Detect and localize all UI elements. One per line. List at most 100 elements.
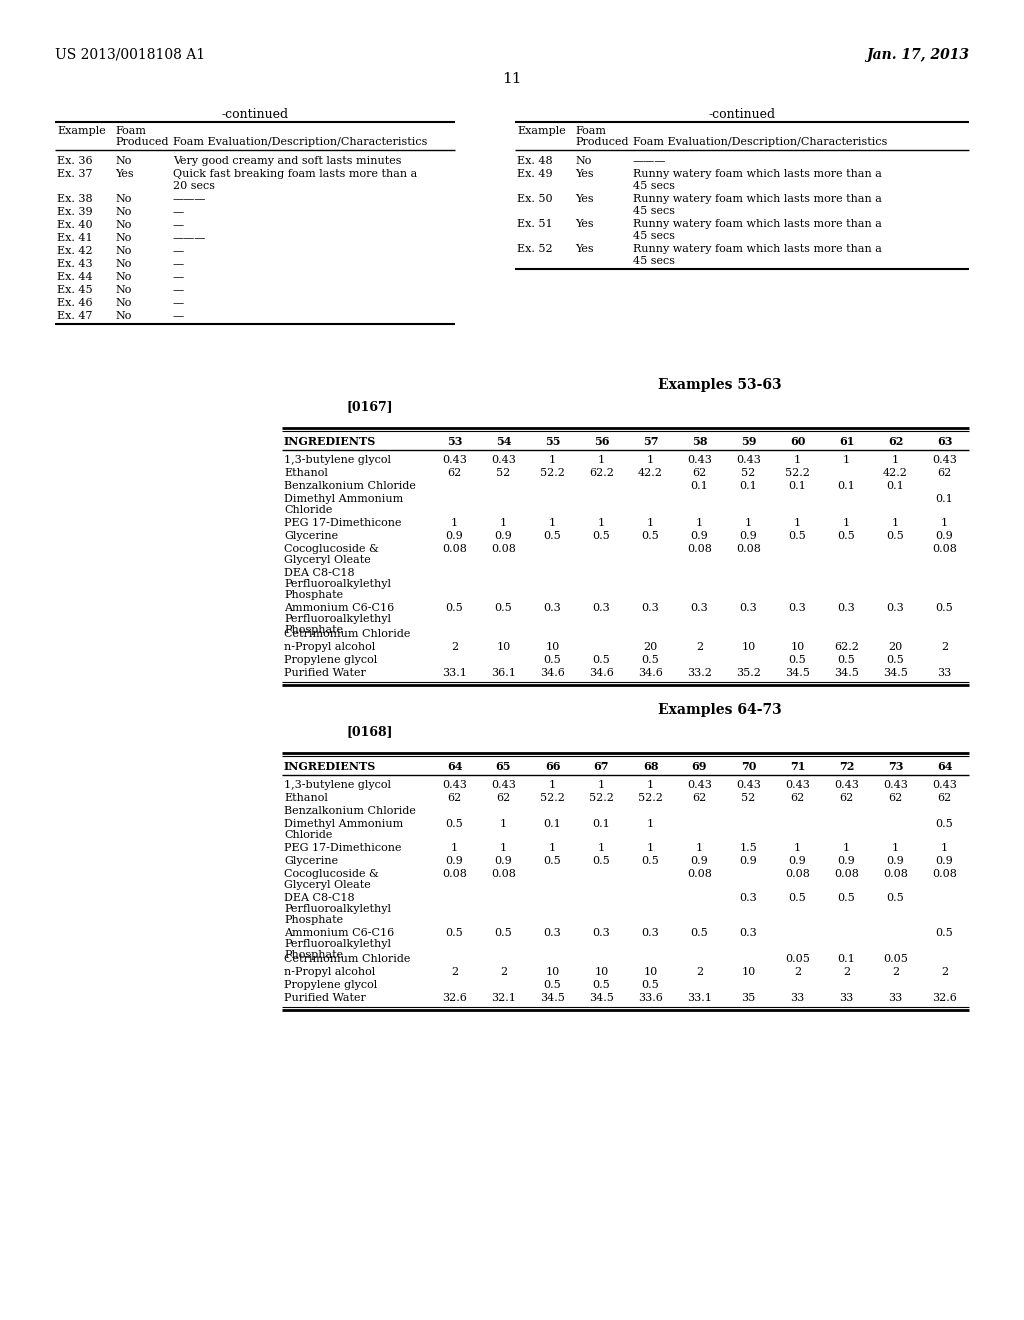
- Text: 0.3: 0.3: [642, 928, 659, 939]
- Text: —: —: [173, 246, 184, 256]
- Text: 62.2: 62.2: [835, 642, 859, 652]
- Text: 0.43: 0.43: [442, 780, 467, 789]
- Text: 65: 65: [496, 762, 511, 772]
- Text: 0.3: 0.3: [544, 928, 561, 939]
- Text: 0.08: 0.08: [835, 869, 859, 879]
- Text: Glyceryl Oleate: Glyceryl Oleate: [284, 554, 371, 565]
- Text: Phosphate: Phosphate: [284, 590, 343, 601]
- Text: Perfluoroalkylethyl: Perfluoroalkylethyl: [284, 614, 391, 624]
- Text: No: No: [115, 246, 131, 256]
- Text: 35.2: 35.2: [736, 668, 761, 678]
- Text: 1: 1: [549, 843, 556, 853]
- Text: 0.9: 0.9: [739, 855, 758, 866]
- Text: Ex. 47: Ex. 47: [57, 312, 92, 321]
- Text: Benzalkonium Chloride: Benzalkonium Chloride: [284, 480, 416, 491]
- Text: 34.6: 34.6: [540, 668, 565, 678]
- Text: 0.43: 0.43: [492, 780, 516, 789]
- Text: 73: 73: [888, 762, 903, 772]
- Text: 11: 11: [502, 73, 522, 86]
- Text: 0.9: 0.9: [887, 855, 904, 866]
- Text: 0.43: 0.43: [932, 780, 957, 789]
- Text: Runny watery foam which lasts more than a: Runny watery foam which lasts more than …: [633, 219, 882, 228]
- Text: 62: 62: [497, 793, 511, 803]
- Text: Cocoglucoside &: Cocoglucoside &: [284, 544, 379, 554]
- Text: 34.5: 34.5: [540, 993, 565, 1003]
- Text: Ex. 42: Ex. 42: [57, 246, 92, 256]
- Text: Ex. 44: Ex. 44: [57, 272, 92, 282]
- Text: Yes: Yes: [575, 219, 594, 228]
- Text: Phosphate: Phosphate: [284, 950, 343, 960]
- Text: 0.5: 0.5: [593, 531, 610, 541]
- Text: n-Propyl alcohol: n-Propyl alcohol: [284, 968, 375, 977]
- Text: 52: 52: [741, 469, 756, 478]
- Text: Dimethyl Ammonium: Dimethyl Ammonium: [284, 818, 403, 829]
- Text: 1: 1: [598, 843, 605, 853]
- Text: 0.9: 0.9: [739, 531, 758, 541]
- Text: 71: 71: [790, 762, 805, 772]
- Text: 20: 20: [889, 642, 902, 652]
- Text: 1: 1: [647, 843, 654, 853]
- Text: Ex. 48: Ex. 48: [517, 156, 553, 166]
- Text: 10: 10: [643, 968, 657, 977]
- Text: Cocoglucoside &: Cocoglucoside &: [284, 869, 379, 879]
- Text: 52.2: 52.2: [540, 469, 565, 478]
- Text: 62: 62: [692, 793, 707, 803]
- Text: 0.43: 0.43: [442, 455, 467, 465]
- Text: 52.2: 52.2: [589, 793, 614, 803]
- Text: Example: Example: [57, 125, 105, 136]
- Text: No: No: [115, 312, 131, 321]
- Text: 1: 1: [794, 517, 801, 528]
- Text: Cetrimonium Chloride: Cetrimonium Chloride: [284, 630, 411, 639]
- Text: 62: 62: [889, 793, 902, 803]
- Text: 1: 1: [696, 843, 703, 853]
- Text: 0.08: 0.08: [932, 869, 957, 879]
- Text: Ex. 37: Ex. 37: [57, 169, 92, 180]
- Text: Yes: Yes: [575, 194, 594, 205]
- Text: No: No: [115, 285, 131, 294]
- Text: Purified Water: Purified Water: [284, 993, 366, 1003]
- Text: 64: 64: [937, 762, 952, 772]
- Text: Quick fast breaking foam lasts more than a: Quick fast breaking foam lasts more than…: [173, 169, 417, 180]
- Text: 0.5: 0.5: [544, 979, 561, 990]
- Text: INGREDIENTS: INGREDIENTS: [284, 436, 376, 447]
- Text: 0.1: 0.1: [936, 494, 953, 504]
- Text: 2: 2: [941, 642, 948, 652]
- Text: 34.5: 34.5: [589, 993, 614, 1003]
- Text: 33.1: 33.1: [442, 668, 467, 678]
- Text: 0.08: 0.08: [883, 869, 908, 879]
- Text: 2: 2: [843, 968, 850, 977]
- Text: 33.2: 33.2: [687, 668, 712, 678]
- Text: 0.43: 0.43: [687, 780, 712, 789]
- Text: Chloride: Chloride: [284, 830, 333, 840]
- Text: 1: 1: [549, 455, 556, 465]
- Text: 56: 56: [594, 436, 609, 447]
- Text: Example: Example: [517, 125, 565, 136]
- Text: 10: 10: [741, 642, 756, 652]
- Text: 62: 62: [447, 793, 462, 803]
- Text: 60: 60: [790, 436, 805, 447]
- Text: No: No: [115, 220, 131, 230]
- Text: 0.5: 0.5: [544, 531, 561, 541]
- Text: 63: 63: [937, 436, 952, 447]
- Text: 33: 33: [937, 668, 951, 678]
- Text: 1: 1: [744, 517, 752, 528]
- Text: Ethanol: Ethanol: [284, 469, 328, 478]
- Text: —: —: [173, 298, 184, 308]
- Text: 0.9: 0.9: [936, 531, 953, 541]
- Text: 20: 20: [643, 642, 657, 652]
- Text: 33: 33: [840, 993, 854, 1003]
- Text: 0.9: 0.9: [690, 855, 709, 866]
- Text: No: No: [115, 298, 131, 308]
- Text: 1: 1: [500, 517, 507, 528]
- Text: 0.9: 0.9: [445, 531, 464, 541]
- Text: US 2013/0018108 A1: US 2013/0018108 A1: [55, 48, 205, 62]
- Text: Foam: Foam: [575, 125, 606, 136]
- Text: Perfluoroalkylethyl: Perfluoroalkylethyl: [284, 904, 391, 913]
- Text: 0.5: 0.5: [495, 928, 512, 939]
- Text: 62: 62: [937, 793, 951, 803]
- Text: Propylene glycol: Propylene glycol: [284, 655, 377, 665]
- Text: 10: 10: [594, 968, 608, 977]
- Text: 10: 10: [741, 968, 756, 977]
- Text: 33.1: 33.1: [687, 993, 712, 1003]
- Text: Examples 53-63: Examples 53-63: [658, 378, 781, 392]
